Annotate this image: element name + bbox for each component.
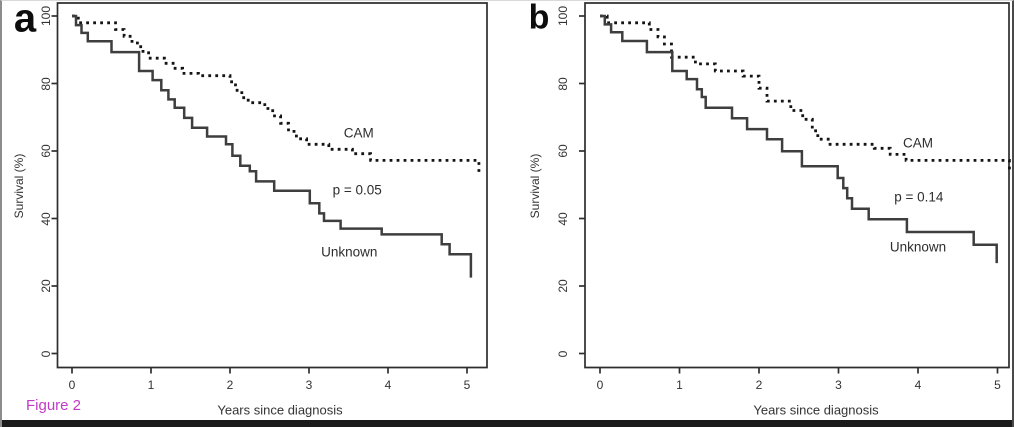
panel-a-x-axis-title: Years since diagnosis — [217, 402, 343, 418]
panel-a-cam-curve — [72, 14, 481, 173]
panel-b-unknown-curve — [600, 14, 998, 264]
panel-a-y-axis-title: Survival (%) — [12, 153, 26, 219]
panel-b-y-tick-label: 100 — [556, 5, 570, 27]
panel-b-y-tick-label: 60 — [556, 144, 570, 158]
panel-a-p-value: p = 0.05 — [332, 182, 382, 198]
panel-a-y-tick-label: 40 — [39, 211, 53, 226]
panel-b-x-tick-label: 2 — [755, 378, 763, 392]
panel-a-cam-curve-label: CAM — [343, 125, 374, 141]
panel-b-cam-curve — [600, 14, 1011, 173]
panel-a-x-tick-label: 2 — [226, 378, 234, 392]
panel-a-y-tick-label: 100 — [39, 5, 53, 27]
bottom-border-bar — [2, 420, 1012, 427]
panel-b-x-axis-title: Years since diagnosis — [753, 402, 879, 418]
panel-a-unknown-curve — [72, 14, 473, 278]
panel-b-x-tick-label: 5 — [994, 378, 1001, 392]
panel-b-x-tick-label: 1 — [676, 378, 683, 392]
panel-b-unknown-curve-label: Unknown — [889, 239, 947, 255]
panel-b-x-tick-label: 3 — [835, 378, 842, 392]
panel-b-plot-box — [584, 2, 1010, 369]
panel-b-y-tick-label: 0 — [556, 350, 570, 357]
panel-a-unknown-curve-label: Unknown — [321, 244, 378, 260]
panel-a-x-tick-label: 3 — [305, 378, 313, 392]
panel-a-y-tick-label: 60 — [39, 144, 53, 158]
figure-caption: Figure 2 — [26, 397, 82, 414]
panel-a-x-tick-label: 0 — [68, 378, 76, 392]
panel-a-plot-box — [56, 2, 488, 369]
panel-a-y-tick-label: 80 — [39, 76, 53, 91]
panel-b-cam-curve-label: CAM — [903, 135, 933, 151]
panel-a-x-tick-label: 1 — [147, 378, 155, 392]
panel-b-letter: b — [528, 0, 550, 37]
panel-a-x-tick-label: 4 — [384, 378, 392, 392]
panel-b-p-value: p = 0.14 — [894, 189, 944, 205]
panel-b-y-axis-title: Survival (%) — [528, 153, 542, 219]
panel-a-letter: a — [13, 0, 37, 41]
panel-b-y-tick-label: 40 — [556, 211, 570, 226]
panel-b-y-tick-label: 20 — [556, 279, 570, 293]
panel-a-y-tick-label: 0 — [39, 350, 53, 357]
panel-a-y-tick-label: 20 — [39, 279, 53, 293]
panel-b-x-tick-label: 0 — [596, 378, 604, 392]
panel-b-y-tick-label: 80 — [556, 76, 570, 91]
panel-a-x-tick-label: 5 — [463, 378, 471, 392]
panel-b-x-tick-label: 4 — [914, 378, 922, 392]
